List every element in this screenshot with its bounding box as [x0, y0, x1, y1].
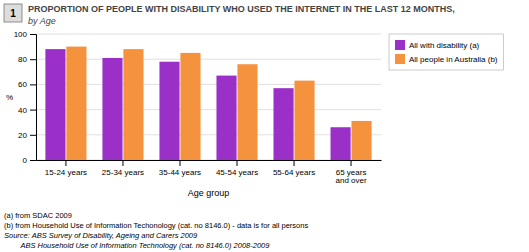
x-tick-label: 65 yearsand over [335, 168, 366, 186]
legend: All with disability (a) All people in Aus… [389, 34, 504, 70]
bar [45, 49, 65, 160]
bar [237, 64, 257, 160]
bar [351, 121, 371, 160]
x-tick: 45-54 years [216, 160, 258, 177]
bar [159, 62, 179, 160]
y-tick-label: 80 [18, 55, 27, 64]
y-tick-mark [30, 59, 36, 60]
bar [66, 47, 86, 160]
y-tick-label: 0 [23, 156, 28, 165]
y-tick: 40 [18, 106, 36, 115]
y-tick-label: 100 [14, 30, 28, 39]
y-tick: 0 [23, 156, 36, 165]
number-box-frame [4, 4, 22, 22]
legend-frame [389, 34, 504, 70]
x-tick: 65 yearsand over [335, 160, 366, 185]
x-tick-mark [179, 160, 180, 166]
x-tick: 35-44 years [159, 160, 201, 177]
grid-line [36, 59, 381, 60]
y-axis: 0 20 40 60 80 100 [14, 30, 37, 165]
bar [331, 127, 351, 160]
legend-item: All people in Australia (b) [395, 54, 498, 64]
y-tick-label: 40 [18, 106, 27, 115]
y-tick-mark [30, 135, 36, 136]
source-note: ABS Household Use of Information Technol… [4, 241, 270, 250]
x-tick-label: 45-54 years [216, 168, 258, 177]
y-tick-label: 60 [18, 80, 27, 89]
legend-label: All people in Australia (b) [409, 55, 498, 64]
x-tick-label: 15-24 years [45, 168, 87, 177]
legend-swatch [395, 40, 405, 50]
x-tick: 15-24 years [45, 160, 87, 177]
bar-series [45, 49, 350, 160]
grid-line [36, 160, 381, 161]
number-box: 1 [4, 4, 22, 22]
grid [36, 34, 381, 160]
x-tick-label: 35-44 years [159, 168, 201, 177]
x-tick: 25-34 years [102, 160, 144, 177]
x-axis-line [37, 160, 382, 161]
source-note: Source: ABS Survey of Disability, Ageing… [4, 231, 198, 240]
y-tick-mark [30, 34, 36, 35]
title: PROPORTION OF PEOPLE WITH DISABILITY WHO… [28, 4, 455, 14]
bar [123, 49, 143, 160]
x-tick-mark [237, 160, 238, 166]
x-tick-mark [65, 160, 66, 166]
grid-line [36, 109, 381, 110]
footnote: (a) from SDAC 2009 [4, 211, 72, 220]
y-tick-mark [30, 160, 36, 161]
grid-line [36, 34, 381, 35]
grid-line [36, 84, 381, 85]
x-tick-label-line: 25-34 years [102, 168, 144, 177]
x-axis-title: Age group [188, 188, 230, 198]
bar [216, 76, 236, 160]
y-tick-mark [30, 84, 36, 85]
bar [102, 58, 122, 160]
y-axis-title: % [6, 93, 13, 102]
x-tick-mark [294, 160, 295, 166]
x-tick-label-line: 35-44 years [159, 168, 201, 177]
x-tick-label-line: 55-64 years [273, 168, 315, 177]
bar [294, 81, 314, 160]
bars [45, 47, 371, 160]
y-axis-line [30, 35, 37, 161]
y-tick: 60 [18, 80, 36, 89]
grid-line [36, 134, 381, 135]
bar-series [66, 47, 371, 160]
x-tick-label-line: 45-54 years [216, 168, 258, 177]
footnote: (b) from Household Use of Information Te… [4, 221, 308, 230]
subtitle: by Age [28, 16, 56, 26]
x-tick-label: 25-34 years [102, 168, 144, 177]
x-tick-label-line: 65 years [336, 168, 367, 177]
bar [273, 88, 293, 160]
x-tick-label: 55-64 years [273, 168, 315, 177]
x-tick-mark [351, 160, 352, 166]
x-tick-label-line: 15-24 years [45, 168, 87, 177]
x-tick-label-line: and over [335, 176, 366, 185]
x-tick: 55-64 years [273, 160, 315, 177]
y-tick: 100 [14, 30, 36, 39]
legend-item: All with disability (a) [395, 40, 480, 50]
y-tick: 20 [18, 131, 36, 140]
legend-label: All with disability (a) [409, 41, 480, 50]
x-tick-mark [122, 160, 123, 166]
chart: 1 PROPORTION OF PEOPLE WITH DISABILITY WH… [0, 0, 529, 252]
legend-swatch [395, 54, 405, 64]
y-tick: 80 [18, 55, 36, 64]
number-box-text: 1 [10, 8, 16, 19]
y-tick-label: 20 [18, 131, 27, 140]
bar [180, 53, 200, 160]
y-tick-mark [30, 110, 36, 111]
x-axis: 15-24 years 25-34 years 35-44 years 45-54 y… [37, 160, 382, 185]
